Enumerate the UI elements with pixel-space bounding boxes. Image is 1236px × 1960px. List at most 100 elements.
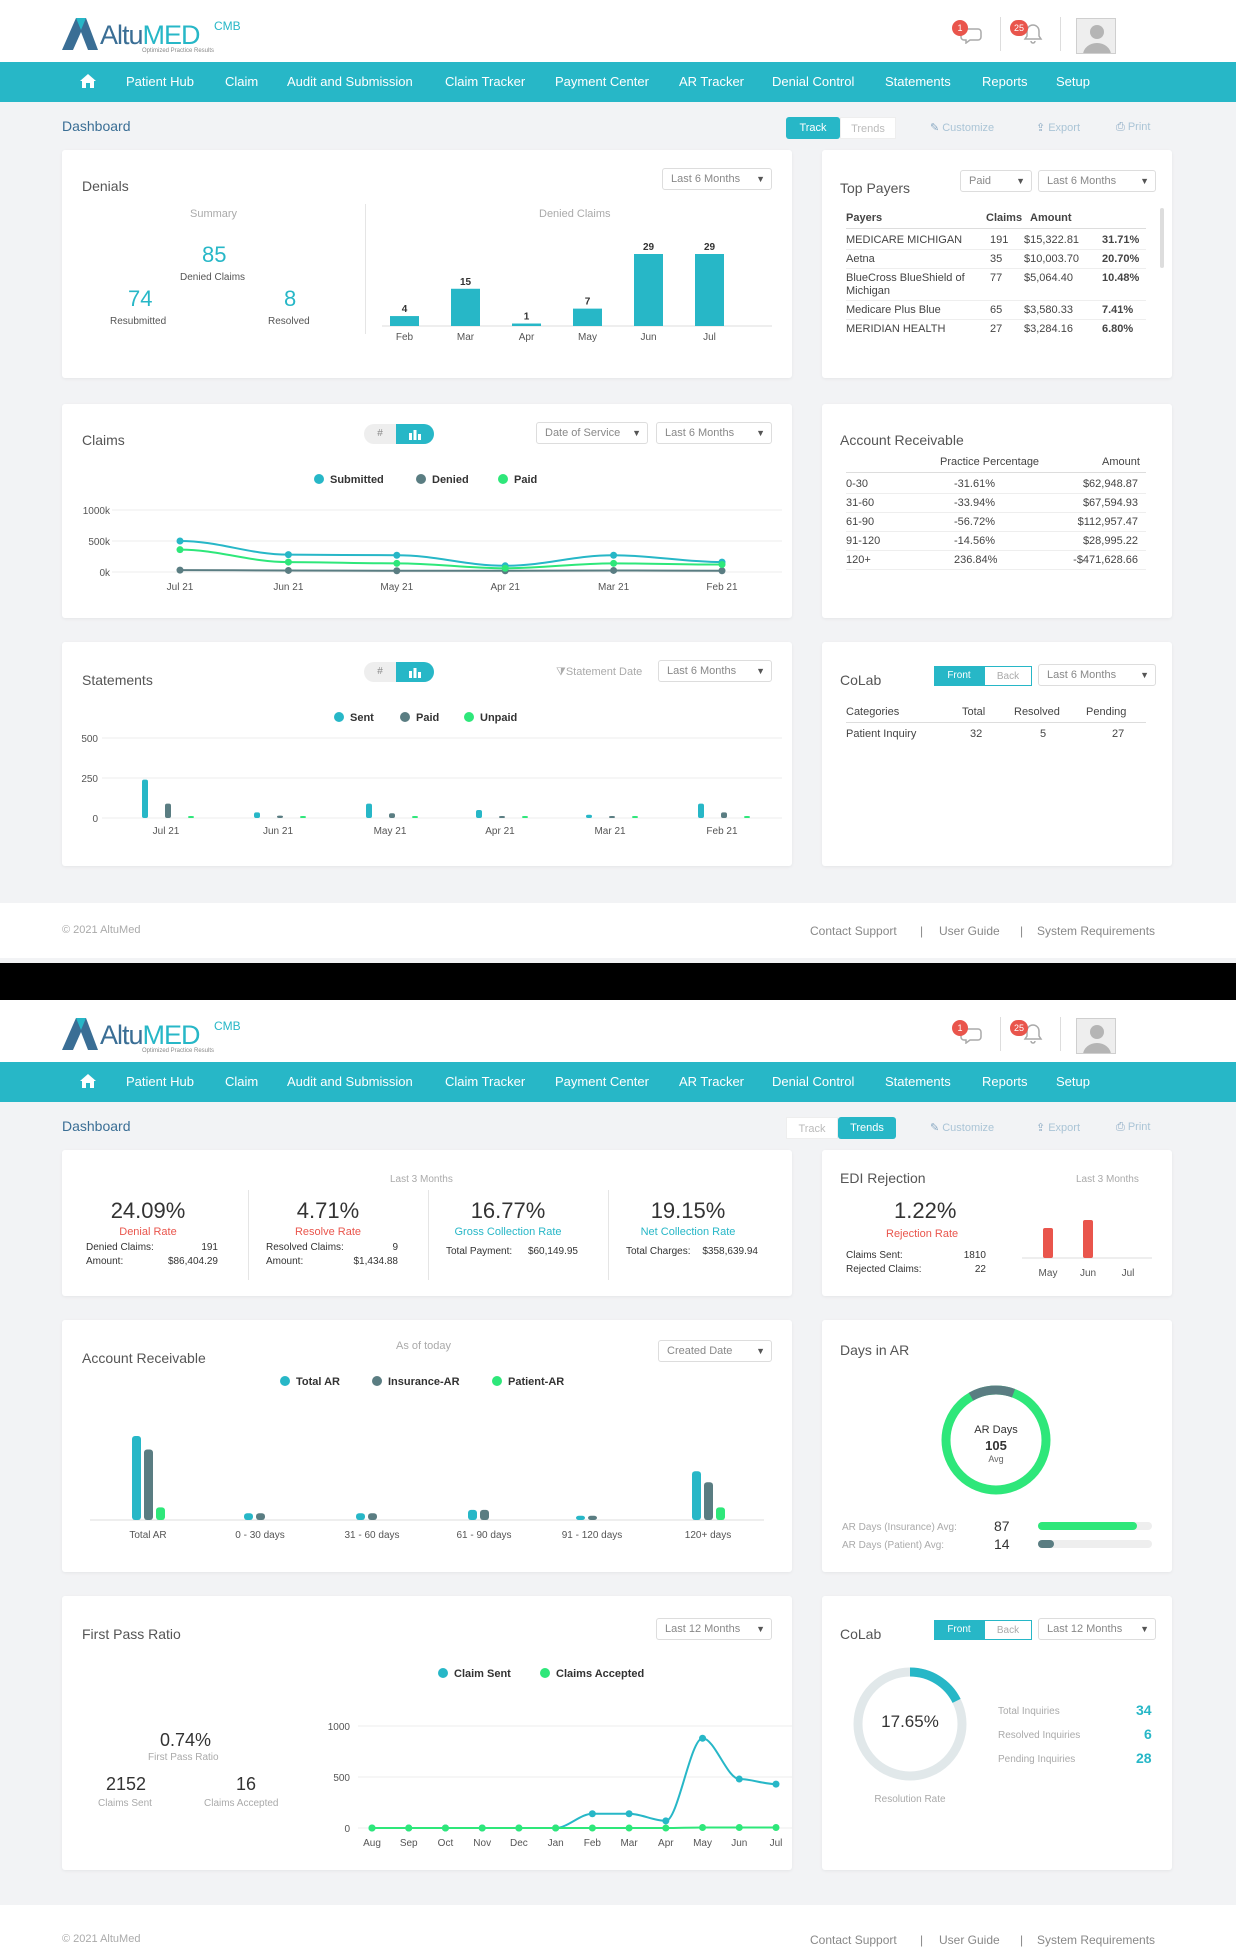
- divider: [846, 228, 1146, 229]
- user-guide-link[interactable]: User Guide: [939, 924, 1000, 938]
- kpi-card: Last 3 Months 24.09% Denial Rate Denied Cl…: [62, 1150, 792, 1296]
- nav-statements[interactable]: Statements: [885, 74, 951, 89]
- row-value: 22: [974, 1264, 986, 1275]
- rejection-bar: [1083, 1220, 1093, 1258]
- legend-paid: Paid: [400, 712, 439, 724]
- contact-support-link[interactable]: Contact Support: [810, 924, 897, 938]
- nav-patient-hub[interactable]: Patient Hub: [126, 74, 194, 89]
- nav-patient-hub[interactable]: Patient Hub: [126, 1074, 194, 1089]
- trends-tab[interactable]: Trends: [838, 1117, 896, 1139]
- altumed-logo[interactable]: AltuMED Optimized Practice Results: [62, 1014, 214, 1054]
- notification-badge: 25: [1010, 1020, 1029, 1036]
- row-value: $60,149.95: [527, 1246, 578, 1257]
- user-avatar[interactable]: [1076, 1018, 1116, 1054]
- kpi-detail-row: Total Payment: $60,149.95: [446, 1246, 578, 1257]
- statement-date-filter[interactable]: ⧩Statement Date: [556, 666, 642, 679]
- x-tick-label: 31 - 60 days: [344, 1530, 399, 1541]
- nav-setup[interactable]: Setup: [1056, 1074, 1090, 1089]
- claims-period-select[interactable]: Last 6 Months ▼: [656, 422, 772, 444]
- legend-patient-ar: Patient-AR: [492, 1376, 564, 1388]
- nav-claim-tracker[interactable]: Claim Tracker: [445, 1074, 526, 1089]
- ins-days-bar: [1038, 1522, 1152, 1530]
- logo-tagline: Optimized Practice Results: [142, 1048, 215, 1054]
- kpi-detail-row: Resolved Claims: 9: [266, 1242, 398, 1253]
- nav-claim[interactable]: Claim: [225, 74, 259, 89]
- chart-view-button[interactable]: [396, 662, 434, 682]
- back-tab[interactable]: Back: [984, 666, 1032, 686]
- kpi-detail-row: Amount: $86,404.29: [86, 1256, 218, 1267]
- trends-tab[interactable]: Trends: [840, 117, 896, 139]
- export-button[interactable]: ⇪ Export: [1036, 121, 1080, 134]
- data-point: [735, 1823, 743, 1831]
- user-guide-link[interactable]: User Guide: [939, 1933, 1000, 1947]
- nav-ar-tracker[interactable]: AR Tracker: [679, 1074, 745, 1089]
- track-tab[interactable]: Track: [786, 1117, 838, 1139]
- system-requirements-link[interactable]: System Requirements: [1037, 1933, 1156, 1947]
- print-button[interactable]: ⎙ Print: [1116, 1121, 1150, 1134]
- logo-tagline: Optimized Practice Results: [142, 48, 215, 54]
- ar-date-select[interactable]: Created Date ▼: [658, 1340, 772, 1362]
- denials-period-select[interactable]: Last 6 Months ▼: [662, 168, 772, 190]
- nav-denial-control[interactable]: Denial Control: [772, 1074, 855, 1089]
- front-tab[interactable]: Front: [934, 666, 984, 686]
- nav-reports[interactable]: Reports: [982, 74, 1028, 89]
- colab-period-select[interactable]: Last 12 Months ▼: [1038, 1618, 1156, 1640]
- divider: [846, 300, 1146, 301]
- select-value: Last 6 Months: [1047, 669, 1117, 681]
- nav-statements[interactable]: Statements: [885, 1074, 951, 1089]
- bell-icon[interactable]: [1020, 22, 1046, 44]
- customize-button[interactable]: ✎ Customize: [930, 1121, 994, 1134]
- claims-date-select[interactable]: Date of Service ▼: [536, 422, 648, 444]
- legend-label: Patient-AR: [508, 1376, 565, 1388]
- system-requirements-link[interactable]: System Requirements: [1037, 924, 1156, 938]
- nav-reports[interactable]: Reports: [982, 1074, 1028, 1089]
- nav-audit-submission[interactable]: Audit and Submission: [287, 1074, 413, 1089]
- data-point: [625, 1824, 633, 1832]
- payer-share: 7.41%: [1102, 304, 1134, 316]
- statements-title: Statements: [82, 672, 153, 688]
- statements-period-select[interactable]: Last 6 Months ▼: [658, 660, 772, 682]
- statement-bar: [586, 814, 592, 818]
- export-button[interactable]: ⇪ Export: [1036, 1121, 1080, 1134]
- x-tick-label: Apr: [658, 1838, 674, 1849]
- fpr-period-select[interactable]: Last 12 Months ▼: [656, 1618, 772, 1640]
- chart-view-button[interactable]: [396, 424, 434, 444]
- legend-total-ar: Total AR: [280, 1376, 340, 1388]
- nav-claim-tracker[interactable]: Claim Tracker: [445, 74, 526, 89]
- x-tick-label: Total AR: [129, 1530, 166, 1541]
- nav-setup[interactable]: Setup: [1056, 74, 1090, 89]
- track-tab[interactable]: Track: [786, 117, 840, 139]
- payers-period-select[interactable]: Last 6 Months ▼: [1038, 170, 1156, 192]
- count-view-button[interactable]: #: [364, 662, 396, 682]
- front-tab[interactable]: Front: [934, 1620, 984, 1640]
- data-point: [610, 566, 618, 574]
- print-button[interactable]: ⎙ Print: [1116, 121, 1150, 134]
- count-view-button[interactable]: #: [364, 424, 396, 444]
- nav-payment-center[interactable]: Payment Center: [555, 1074, 649, 1089]
- data-point: [176, 546, 184, 554]
- x-tick-label: Mar: [620, 1838, 638, 1849]
- payers-metric-select[interactable]: Paid ▼: [960, 170, 1032, 192]
- y-tick-label: 1000: [328, 1722, 351, 1733]
- altumed-logo[interactable]: AltuMED Optimized Practice Results: [62, 14, 214, 54]
- scrollbar[interactable]: [1160, 208, 1164, 268]
- chevron-down-icon: ▼: [1140, 670, 1149, 680]
- colab-period-select[interactable]: Last 6 Months ▼: [1038, 664, 1156, 686]
- ar-bucket: 120+: [846, 554, 871, 566]
- home-icon[interactable]: [80, 74, 96, 88]
- nav-ar-tracker[interactable]: AR Tracker: [679, 74, 745, 89]
- payer-amount: $10,003.70: [1024, 253, 1080, 265]
- nav-audit-submission[interactable]: Audit and Submission: [287, 74, 413, 89]
- nav-claim[interactable]: Claim: [225, 1074, 259, 1089]
- nav-denial-control[interactable]: Denial Control: [772, 74, 855, 89]
- customize-button[interactable]: ✎ Customize: [930, 121, 994, 134]
- payer-share: 31.71%: [1102, 234, 1140, 246]
- contact-support-link[interactable]: Contact Support: [810, 1933, 897, 1947]
- nav-payment-center[interactable]: Payment Center: [555, 74, 649, 89]
- user-avatar[interactable]: [1076, 18, 1116, 54]
- series-line-paid: [179, 548, 723, 570]
- bell-icon[interactable]: [1020, 1022, 1046, 1044]
- home-icon[interactable]: [80, 1074, 96, 1088]
- claims-line-chart: 0k 500k 1000k Jul 21 Jun 21 May 21 Apr 21 Mar 2…: [83, 506, 782, 593]
- back-tab[interactable]: Back: [984, 1620, 1032, 1640]
